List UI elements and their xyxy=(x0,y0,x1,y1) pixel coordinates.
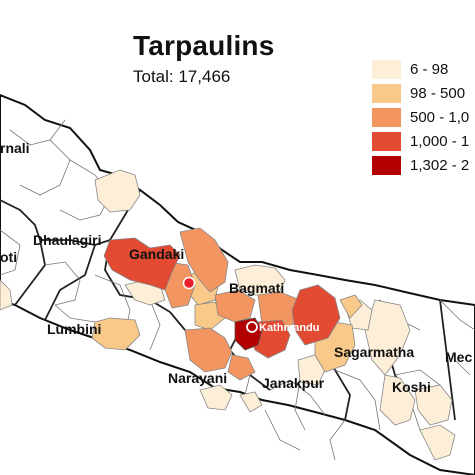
legend-swatch xyxy=(372,132,401,151)
region-label-bagmati: Bagmati xyxy=(229,280,284,296)
region-label-narayani: Narayani xyxy=(168,370,227,386)
legend-item: 1,302 - 2 xyxy=(372,156,475,175)
legend-swatch xyxy=(372,84,401,103)
legend-label: 1,000 - 1 xyxy=(410,133,470,150)
region-label-kathmandu: Kathmandu xyxy=(259,322,320,334)
region-label-lumbini: Lumbini xyxy=(47,321,101,337)
legend-label: 1,302 - 2 xyxy=(410,157,470,174)
region-label-koshi: Koshi xyxy=(392,379,431,395)
legend-label: 6 - 98 xyxy=(410,61,449,78)
city-marker-pokhara xyxy=(182,276,196,290)
region-label-dhaulagiri: Dhaulagiri xyxy=(33,232,101,248)
legend-item: 98 - 500 xyxy=(372,84,475,103)
choropleth-mid xyxy=(164,227,301,381)
region-label-janakpur: Janakpur xyxy=(262,375,325,391)
city-marker-kathmandu xyxy=(246,321,258,333)
choropleth-high xyxy=(103,237,341,359)
region-label-sagarmatha: Sagarmatha xyxy=(334,344,414,360)
legend-swatch xyxy=(372,60,401,79)
legend-label: 500 - 1,0 xyxy=(410,109,470,126)
legend-item: 1,000 - 1 xyxy=(372,132,475,151)
choropleth-lightest xyxy=(0,169,456,461)
legend-label: 98 - 500 xyxy=(410,85,466,102)
legend-item: 500 - 1,0 xyxy=(372,108,475,127)
region-label-gandaki: Gandaki xyxy=(129,246,184,262)
legend-swatch xyxy=(372,156,401,175)
map-subtitle: Total: 17,466 xyxy=(133,67,231,86)
region-label-mechi: Mec xyxy=(445,349,472,365)
map-title: Tarpaulins xyxy=(133,30,275,61)
region-label-seti: oti xyxy=(0,249,17,265)
legend-item: 6 - 98 xyxy=(372,60,475,79)
legend-swatch xyxy=(372,108,401,127)
region-label-karnali: rnali xyxy=(0,140,30,156)
